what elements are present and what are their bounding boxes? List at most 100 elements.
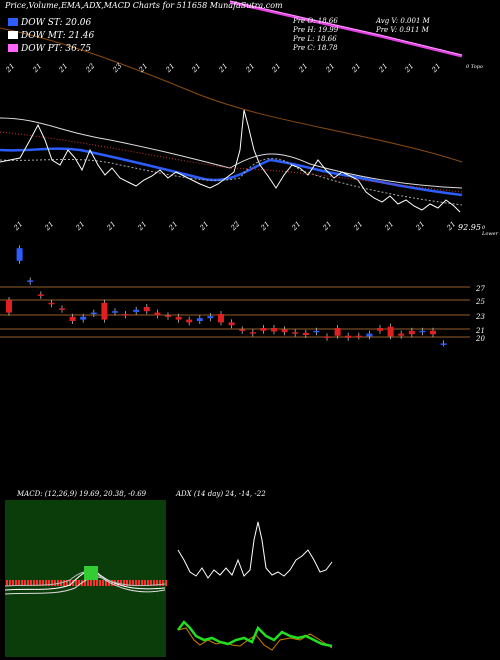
legend-label: DOW ST: 20.06 xyxy=(21,18,92,28)
candle xyxy=(377,328,383,331)
macd-histogram-bar xyxy=(45,580,47,586)
macd-histogram-bar xyxy=(153,580,155,586)
macd-histogram-bar xyxy=(87,580,89,586)
macd-histogram-bar xyxy=(54,580,56,586)
macd-histogram-bar xyxy=(150,580,152,586)
candle xyxy=(324,336,330,338)
candle xyxy=(440,343,447,345)
prev-volume: Pre V: 0.911 M xyxy=(376,26,429,34)
candle xyxy=(408,330,415,335)
candle xyxy=(196,318,203,321)
macd-histogram-bar xyxy=(96,580,98,586)
macd-histogram-bar xyxy=(15,580,17,586)
ema-short-line xyxy=(0,147,463,197)
candle xyxy=(292,332,299,334)
macd-histogram-bar xyxy=(138,580,140,586)
macd-histogram-bar xyxy=(78,580,80,586)
candle xyxy=(249,332,256,334)
legend-swatch xyxy=(8,31,18,39)
prev-high: Pre H: 19.99 xyxy=(293,26,339,34)
candle xyxy=(271,328,277,332)
level-label: 25 xyxy=(476,298,485,306)
legend-label: DOW PT: 36.75 xyxy=(21,44,92,54)
legend-dow-mt: DOW MT: 21.46 xyxy=(8,31,94,41)
candle xyxy=(6,300,12,313)
macd-histogram-bar xyxy=(141,580,143,586)
legend-label: DOW MT: 21.46 xyxy=(21,31,95,41)
macd-histogram-bar xyxy=(42,580,44,586)
candle xyxy=(48,302,55,305)
macd-histogram-bar xyxy=(135,580,137,586)
candle xyxy=(302,332,309,335)
macd-histogram-bar xyxy=(6,580,8,586)
ema-dotted-line xyxy=(0,158,463,206)
candle xyxy=(154,312,161,316)
legend-swatch xyxy=(8,44,18,52)
ema-lines xyxy=(0,0,463,213)
level-label: 27 xyxy=(476,285,485,293)
axis-top-label: 0 Topo xyxy=(466,64,483,70)
macd-histogram-bar xyxy=(165,580,167,586)
candle xyxy=(37,294,44,296)
macd-histogram-bar xyxy=(102,580,104,586)
macd-histogram-bar xyxy=(39,580,41,586)
macd-histogram-bar xyxy=(162,580,164,586)
macd-histogram-bar xyxy=(99,580,101,586)
level-label: 23 xyxy=(476,313,485,321)
macd-histogram-positive xyxy=(84,566,98,580)
candle xyxy=(334,328,341,336)
candle xyxy=(80,316,87,320)
macd-histogram-bar xyxy=(72,580,74,586)
macd-histogram-bar xyxy=(93,580,95,586)
macd-histogram-bar xyxy=(36,580,38,586)
macd-histogram-bar xyxy=(21,580,23,586)
macd-histogram-bar xyxy=(75,580,77,586)
candle xyxy=(186,319,193,323)
candle xyxy=(122,314,129,316)
macd-histogram-bar xyxy=(18,580,20,586)
macd-histogram-bar xyxy=(66,580,68,586)
prev-low: Pre L: 18.66 xyxy=(293,35,337,43)
macd-histogram-bar xyxy=(132,580,134,586)
macd-histogram-bar xyxy=(48,580,50,586)
candle xyxy=(419,330,426,333)
macd-histogram-bar xyxy=(120,580,122,586)
axis-price-low: 92.95 xyxy=(458,223,481,232)
macd-title: MACD: (12,26,9) 19.69, 20.38, -0.69 xyxy=(17,490,147,498)
macd-histogram-bar xyxy=(69,580,71,586)
ema-long-line xyxy=(0,27,463,163)
candle xyxy=(345,335,352,338)
macd-histogram-bar xyxy=(51,580,53,586)
candle xyxy=(387,326,394,337)
prev-open: Pre O: 18.66 xyxy=(293,17,338,25)
macd-chart xyxy=(4,500,167,657)
candle xyxy=(281,329,288,333)
candle xyxy=(398,333,405,336)
level-label: 20 xyxy=(476,335,485,343)
macd-histogram-bar xyxy=(27,580,29,586)
macd-histogram-bar xyxy=(9,580,11,586)
candle xyxy=(239,329,246,331)
candle xyxy=(218,314,224,323)
macd-histogram-bar xyxy=(105,580,107,586)
candle xyxy=(355,335,362,338)
avg-volume: Avg V: 0.001 M xyxy=(376,17,430,25)
candle xyxy=(207,316,214,319)
candle xyxy=(143,307,150,312)
macd-histogram-bar xyxy=(12,580,14,586)
candle xyxy=(59,308,65,310)
candle xyxy=(430,330,436,335)
candle xyxy=(133,309,140,312)
candle xyxy=(27,280,34,282)
chart-title: Price,Volume,EMA,ADX,MACD Charts for 511… xyxy=(5,1,283,10)
macd-histogram-bar xyxy=(63,580,65,586)
candle xyxy=(313,330,320,333)
candle xyxy=(366,333,373,337)
macd-histogram-bar xyxy=(129,580,131,586)
candle xyxy=(175,316,182,320)
macd-histogram-bar xyxy=(84,580,86,586)
axis-lower-label: 0 Lower xyxy=(482,225,498,237)
macd-histogram-bar xyxy=(108,580,110,586)
legend-dow-st: DOW ST: 20.06 xyxy=(8,18,91,28)
adx-plus-di-line xyxy=(177,620,333,648)
